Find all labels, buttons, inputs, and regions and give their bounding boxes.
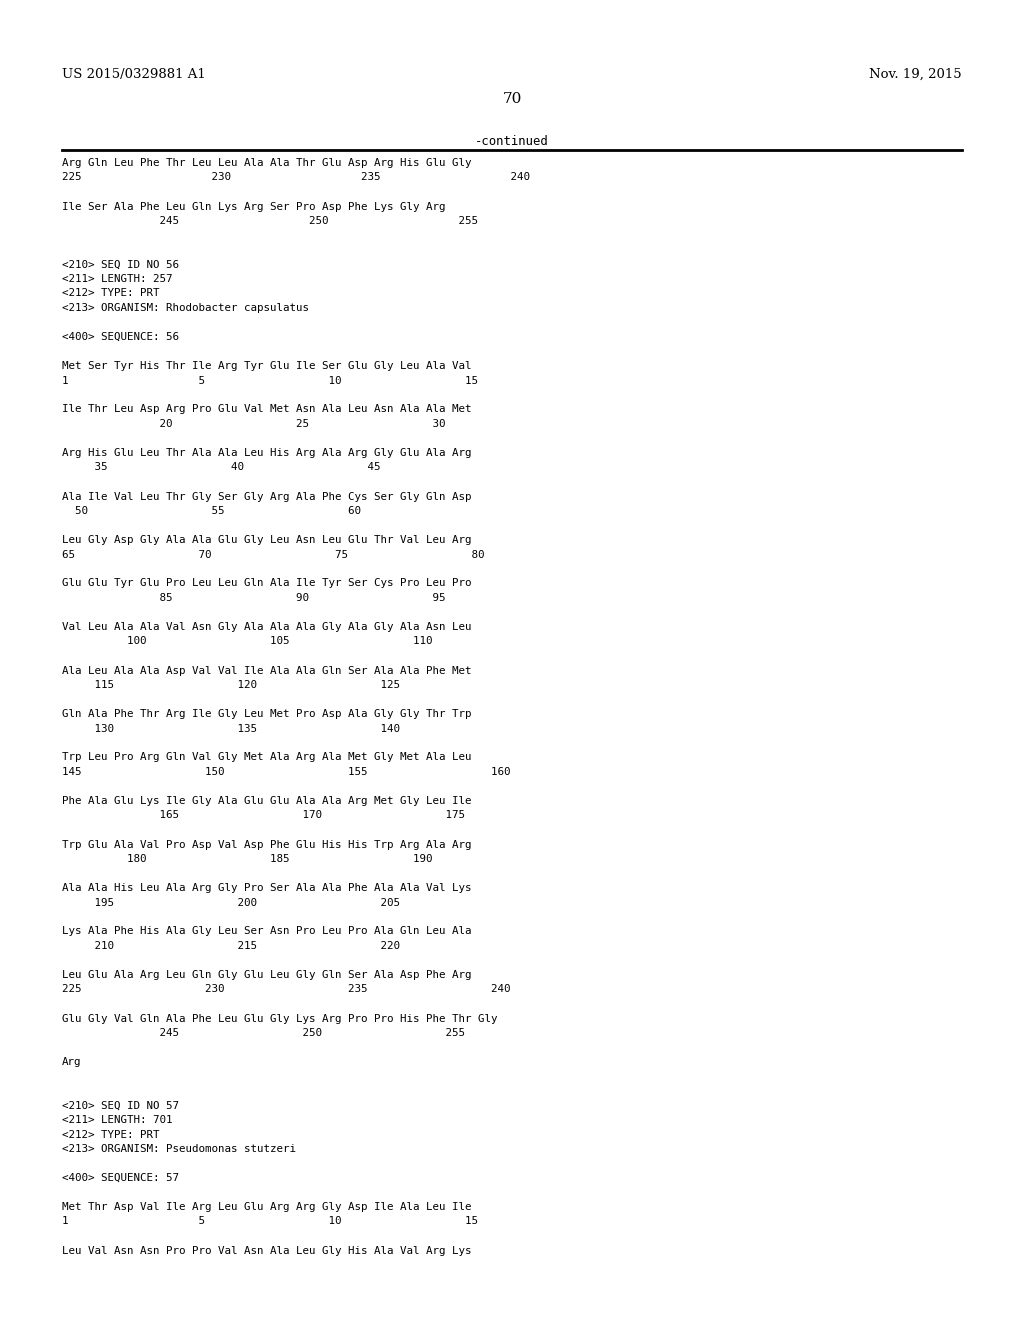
Text: 50                   55                   60: 50 55 60: [62, 506, 361, 516]
Text: US 2015/0329881 A1: US 2015/0329881 A1: [62, 69, 206, 81]
Text: 225                   230                   235                   240: 225 230 235 240: [62, 985, 511, 994]
Text: Arg His Glu Leu Thr Ala Ala Leu His Arg Ala Arg Gly Glu Ala Arg: Arg His Glu Leu Thr Ala Ala Leu His Arg …: [62, 447, 471, 458]
Text: 65                   70                   75                   80: 65 70 75 80: [62, 549, 484, 560]
Text: <213> ORGANISM: Rhodobacter capsulatus: <213> ORGANISM: Rhodobacter capsulatus: [62, 304, 309, 313]
Text: Ile Ser Ala Phe Leu Gln Lys Arg Ser Pro Asp Phe Lys Gly Arg: Ile Ser Ala Phe Leu Gln Lys Arg Ser Pro …: [62, 202, 445, 211]
Text: <213> ORGANISM: Pseudomonas stutzeri: <213> ORGANISM: Pseudomonas stutzeri: [62, 1144, 296, 1154]
Text: Arg: Arg: [62, 1057, 82, 1067]
Text: <211> LENGTH: 701: <211> LENGTH: 701: [62, 1115, 172, 1125]
Text: Glu Glu Tyr Glu Pro Leu Leu Gln Ala Ile Tyr Ser Cys Pro Leu Pro: Glu Glu Tyr Glu Pro Leu Leu Gln Ala Ile …: [62, 578, 471, 589]
Text: 100                   105                   110: 100 105 110: [62, 636, 432, 647]
Text: Leu Val Asn Asn Pro Pro Val Asn Ala Leu Gly His Ala Val Arg Lys: Leu Val Asn Asn Pro Pro Val Asn Ala Leu …: [62, 1246, 471, 1255]
Text: Phe Ala Glu Lys Ile Gly Ala Glu Glu Ala Ala Arg Met Gly Leu Ile: Phe Ala Glu Lys Ile Gly Ala Glu Glu Ala …: [62, 796, 471, 807]
Text: Leu Gly Asp Gly Ala Ala Glu Gly Leu Asn Leu Glu Thr Val Leu Arg: Leu Gly Asp Gly Ala Ala Glu Gly Leu Asn …: [62, 535, 471, 545]
Text: 245                    250                    255: 245 250 255: [62, 216, 478, 226]
Text: <400> SEQUENCE: 56: <400> SEQUENCE: 56: [62, 333, 179, 342]
Text: 1                    5                   10                   15: 1 5 10 15: [62, 1217, 478, 1226]
Text: Lys Ala Phe His Ala Gly Leu Ser Asn Pro Leu Pro Ala Gln Leu Ala: Lys Ala Phe His Ala Gly Leu Ser Asn Pro …: [62, 927, 471, 936]
Text: Val Leu Ala Ala Val Asn Gly Ala Ala Ala Gly Ala Gly Ala Asn Leu: Val Leu Ala Ala Val Asn Gly Ala Ala Ala …: [62, 622, 471, 632]
Text: Ala Leu Ala Ala Asp Val Val Ile Ala Ala Gln Ser Ala Ala Phe Met: Ala Leu Ala Ala Asp Val Val Ile Ala Ala …: [62, 665, 471, 676]
Text: Ala Ile Val Leu Thr Gly Ser Gly Arg Ala Phe Cys Ser Gly Gln Asp: Ala Ile Val Leu Thr Gly Ser Gly Arg Ala …: [62, 491, 471, 502]
Text: Leu Glu Ala Arg Leu Gln Gly Glu Leu Gly Gln Ser Ala Asp Phe Arg: Leu Glu Ala Arg Leu Gln Gly Glu Leu Gly …: [62, 970, 471, 979]
Text: -continued: -continued: [475, 135, 549, 148]
Text: 195                   200                   205: 195 200 205: [62, 898, 400, 908]
Text: Nov. 19, 2015: Nov. 19, 2015: [869, 69, 962, 81]
Text: 225                    230                    235                    240: 225 230 235 240: [62, 173, 530, 182]
Text: 145                   150                   155                   160: 145 150 155 160: [62, 767, 511, 777]
Text: 20                   25                   30: 20 25 30: [62, 418, 445, 429]
Text: 210                   215                   220: 210 215 220: [62, 941, 400, 950]
Text: Ile Thr Leu Asp Arg Pro Glu Val Met Asn Ala Leu Asn Ala Ala Met: Ile Thr Leu Asp Arg Pro Glu Val Met Asn …: [62, 404, 471, 414]
Text: Trp Leu Pro Arg Gln Val Gly Met Ala Arg Ala Met Gly Met Ala Leu: Trp Leu Pro Arg Gln Val Gly Met Ala Arg …: [62, 752, 471, 763]
Text: Ala Ala His Leu Ala Arg Gly Pro Ser Ala Ala Phe Ala Ala Val Lys: Ala Ala His Leu Ala Arg Gly Pro Ser Ala …: [62, 883, 471, 894]
Text: <210> SEQ ID NO 56: <210> SEQ ID NO 56: [62, 260, 179, 269]
Text: Arg Gln Leu Phe Thr Leu Leu Ala Ala Thr Glu Asp Arg His Glu Gly: Arg Gln Leu Phe Thr Leu Leu Ala Ala Thr …: [62, 158, 471, 168]
Text: 115                   120                   125: 115 120 125: [62, 680, 400, 690]
Text: Gln Ala Phe Thr Arg Ile Gly Leu Met Pro Asp Ala Gly Gly Thr Trp: Gln Ala Phe Thr Arg Ile Gly Leu Met Pro …: [62, 709, 471, 719]
Text: Glu Gly Val Gln Ala Phe Leu Glu Gly Lys Arg Pro Pro His Phe Thr Gly: Glu Gly Val Gln Ala Phe Leu Glu Gly Lys …: [62, 1014, 498, 1023]
Text: <210> SEQ ID NO 57: <210> SEQ ID NO 57: [62, 1101, 179, 1110]
Text: Met Thr Asp Val Ile Arg Leu Glu Arg Arg Gly Asp Ile Ala Leu Ile: Met Thr Asp Val Ile Arg Leu Glu Arg Arg …: [62, 1203, 471, 1212]
Text: Trp Glu Ala Val Pro Asp Val Asp Phe Glu His His Trp Arg Ala Arg: Trp Glu Ala Val Pro Asp Val Asp Phe Glu …: [62, 840, 471, 850]
Text: <400> SEQUENCE: 57: <400> SEQUENCE: 57: [62, 1173, 179, 1183]
Text: 130                   135                   140: 130 135 140: [62, 723, 400, 734]
Text: <212> TYPE: PRT: <212> TYPE: PRT: [62, 289, 160, 298]
Text: <211> LENGTH: 257: <211> LENGTH: 257: [62, 275, 172, 284]
Text: 1                    5                   10                   15: 1 5 10 15: [62, 375, 478, 385]
Text: 85                   90                   95: 85 90 95: [62, 593, 445, 603]
Text: 245                   250                   255: 245 250 255: [62, 1028, 465, 1038]
Text: 35                   40                   45: 35 40 45: [62, 462, 381, 473]
Text: <212> TYPE: PRT: <212> TYPE: PRT: [62, 1130, 160, 1139]
Text: 180                   185                   190: 180 185 190: [62, 854, 432, 865]
Text: Met Ser Tyr His Thr Ile Arg Tyr Glu Ile Ser Glu Gly Leu Ala Val: Met Ser Tyr His Thr Ile Arg Tyr Glu Ile …: [62, 360, 471, 371]
Text: 165                   170                   175: 165 170 175: [62, 810, 465, 821]
Text: 70: 70: [503, 92, 521, 106]
